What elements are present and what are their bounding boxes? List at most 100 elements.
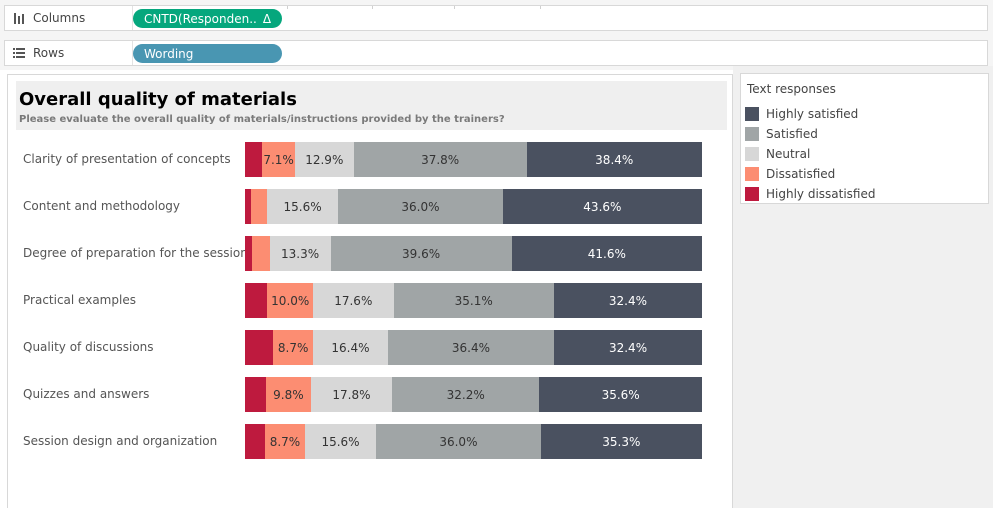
worksheet-view[interactable]: Overall quality of materials Please eval… [7,74,733,508]
legend-title: Text responses [747,82,836,96]
legend-item[interactable]: Dissatisfied [745,166,835,182]
shelf-divider [132,41,133,65]
data-label: 32.4% [608,293,648,308]
legend-card[interactable]: Text responses Highly satisfied Satisfied… [740,73,989,204]
bar-segment-satisfied[interactable]: 36.0% [376,424,541,459]
shelf-tick [287,6,288,9]
data-label: 17.8% [332,387,371,402]
chart-subtitle: Please evaluate the overall quality of m… [19,114,505,125]
bar-segment-neutral[interactable]: 16.4% [313,330,388,365]
bar-segment-satisfied[interactable]: 35.1% [393,283,554,318]
shelf-tick [372,6,373,9]
bar-segment-dissatisfied[interactable] [250,189,267,224]
legend-label: Highly dissatisfied [766,187,876,201]
bar-segment-highly-dissatisfied[interactable] [245,283,268,318]
legend-swatch [745,187,759,201]
rows-pill-wording[interactable]: Wording [133,44,282,63]
columns-shelf[interactable]: Columns CNTD(Responden.. Δ [4,5,988,31]
legend-label: Dissatisfied [766,167,836,181]
data-label: 35.1% [454,293,493,308]
shelf-tick [454,6,455,9]
legend-swatch [745,107,759,121]
legend-item[interactable]: Highly satisfied [745,106,858,122]
bar-segment-highly-satisfied[interactable]: 41.6% [511,236,702,271]
data-label: 36.4% [451,340,491,355]
legend-swatch [745,147,759,161]
bar-segment-highly-satisfied[interactable]: 43.6% [502,189,702,224]
row-label: Practical examples [23,293,136,307]
bar-segment-highly-dissatisfied[interactable] [245,189,251,224]
bar-segment-highly-satisfied[interactable]: 35.3% [540,424,702,459]
legend-item[interactable]: Highly dissatisfied [745,186,876,202]
bar-segment-neutral[interactable]: 15.6% [304,424,377,459]
row-label: Clarity of presentation of concepts [23,152,231,166]
bar-segment-highly-dissatisfied[interactable] [245,236,253,271]
bar-segment-satisfied[interactable]: 37.8% [353,142,527,177]
columns-pill-cntd-respondent[interactable]: CNTD(Responden.. Δ [133,9,282,28]
bar-segment-highly-satisfied[interactable]: 32.4% [554,330,702,365]
bar-segment-neutral[interactable]: 13.3% [269,236,331,271]
data-label: 17.6% [334,293,373,308]
bar-segment-satisfied[interactable]: 39.6% [330,236,512,271]
bar-segment-dissatisfied[interactable]: 9.8% [266,377,311,412]
legend-item[interactable]: Satisfied [745,126,818,142]
shelf-divider [132,6,133,30]
pill-label: Wording [144,46,194,61]
shelf-tick [540,6,541,9]
data-label: 7.1% [263,152,294,167]
bar-segment-highly-dissatisfied[interactable] [245,330,274,365]
title-box: Overall quality of materials Please eval… [16,81,727,130]
bar-segment-neutral[interactable]: 17.8% [310,377,393,412]
data-label: 8.7% [277,340,309,355]
bar-segment-neutral[interactable]: 15.6% [266,189,339,224]
legend-swatch [745,127,759,141]
bar-segment-highly-dissatisfied[interactable] [245,142,263,177]
data-label: 39.6% [402,246,441,261]
rows-shelf[interactable]: Rows Wording [4,40,988,66]
bar-segment-neutral[interactable]: 12.9% [294,142,354,177]
bar-segment-dissatisfied[interactable] [252,236,270,271]
bar-segment-highly-dissatisfied[interactable] [245,424,266,459]
data-label: 15.6% [283,199,322,214]
bar-segment-highly-satisfied[interactable]: 32.4% [553,283,702,318]
row-label: Quizzes and answers [23,387,150,401]
pill-label: CNTD(Responden.. [144,11,257,26]
data-label: 13.3% [281,246,320,261]
data-label: 43.6% [583,199,622,214]
legend-swatch [745,167,759,181]
data-label: 36.0% [439,434,478,449]
data-label: 32.2% [446,387,485,402]
bar-segment-highly-satisfied[interactable]: 38.4% [526,142,702,177]
legend-label: Neutral [766,147,811,161]
bar-segment-satisfied[interactable]: 36.4% [387,330,555,365]
data-label: 8.7% [269,434,301,449]
columns-icon [11,12,27,24]
row-label: Quality of discussions [23,340,154,354]
legend-label: Satisfied [766,127,818,141]
columns-label-text: Columns [33,11,86,25]
data-label: 35.3% [602,434,641,449]
bar-segment-dissatisfied[interactable]: 10.0% [267,283,314,318]
data-label: 15.6% [321,434,360,449]
bar-segment-highly-satisfied[interactable]: 35.6% [539,377,702,412]
chart-title: Overall quality of materials [19,89,297,110]
bar-segment-satisfied[interactable]: 32.2% [392,377,540,412]
bar-segment-neutral[interactable]: 17.6% [313,283,394,318]
data-label: 35.6% [601,387,640,402]
data-label: 38.4% [595,152,634,167]
data-label: 12.9% [305,152,344,167]
bar-segment-dissatisfied[interactable]: 8.7% [273,330,314,365]
data-label: 32.4% [608,340,648,355]
bar-segment-dissatisfied[interactable]: 8.7% [265,424,305,459]
row-label: Content and methodology [23,199,181,213]
legend-item[interactable]: Neutral [745,146,810,162]
rows-shelf-label: Rows [11,41,64,65]
row-label: Degree of preparation for the sessions [23,246,255,260]
columns-shelf-label: Columns [11,6,85,30]
bar-segment-highly-dissatisfied[interactable] [245,377,267,412]
data-label: 37.8% [421,152,460,167]
bar-segment-dissatisfied[interactable]: 7.1% [262,142,295,177]
bar-segment-satisfied[interactable]: 36.0% [338,189,503,224]
row-label: Session design and organization [23,434,218,448]
data-label: 16.4% [331,340,370,355]
